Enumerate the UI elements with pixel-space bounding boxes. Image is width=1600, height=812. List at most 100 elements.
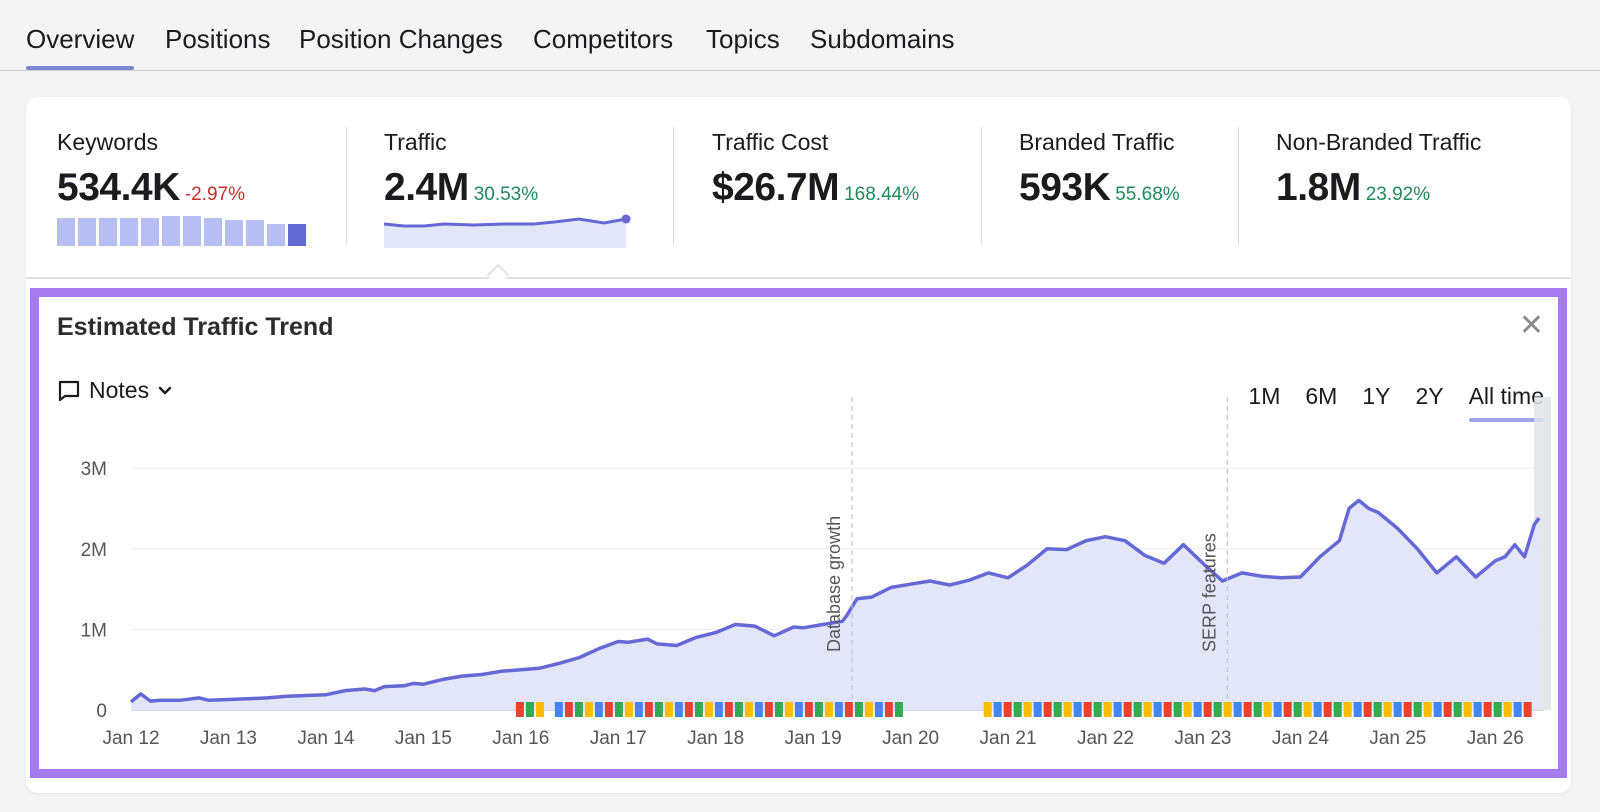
google-update-icon[interactable] [1113, 702, 1122, 717]
google-update-icon[interactable] [1443, 702, 1452, 717]
google-update-icon[interactable] [594, 702, 603, 717]
google-update-icon[interactable] [804, 702, 813, 717]
google-update-icon[interactable] [894, 702, 903, 717]
google-update-icon[interactable] [1243, 702, 1252, 717]
google-update-icon[interactable] [1033, 702, 1042, 717]
range-6m-button[interactable]: 6M [1305, 383, 1338, 409]
google-update-icon[interactable] [554, 702, 563, 717]
google-update-icon[interactable] [1453, 702, 1462, 717]
google-update-icon[interactable] [864, 702, 873, 717]
google-update-icon[interactable] [1133, 702, 1142, 717]
google-update-icon[interactable] [1013, 702, 1022, 717]
google-update-icon[interactable] [774, 702, 783, 717]
google-update-icon[interactable] [1373, 702, 1382, 717]
google-update-icon[interactable] [983, 702, 992, 717]
google-update-icon[interactable] [1483, 702, 1492, 717]
metric-keywords[interactable]: Keywords 534.4K -2.97% [57, 129, 309, 246]
google-update-icon[interactable] [1273, 702, 1282, 717]
google-update-icon[interactable] [1003, 702, 1012, 717]
google-update-icon[interactable] [1283, 702, 1292, 717]
google-update-icon[interactable] [1063, 702, 1072, 717]
google-update-icon[interactable] [1423, 702, 1432, 717]
google-update-icon[interactable] [564, 702, 573, 717]
google-update-icon[interactable] [574, 702, 583, 717]
google-update-icon[interactable] [535, 702, 544, 717]
google-update-icon[interactable] [1263, 702, 1272, 717]
google-update-icon[interactable] [654, 702, 663, 717]
tab-competitors[interactable]: Competitors [533, 24, 674, 54]
google-update-icon[interactable] [1163, 702, 1172, 717]
notes-button[interactable]: Notes [57, 377, 173, 404]
google-update-icon[interactable] [1223, 702, 1232, 717]
google-update-icon[interactable] [764, 702, 773, 717]
google-update-icon[interactable] [1303, 702, 1312, 717]
google-update-icon[interactable] [874, 702, 883, 717]
tab-overview[interactable]: Overview [26, 24, 135, 70]
google-update-icon[interactable] [784, 702, 793, 717]
google-update-icon[interactable] [1433, 702, 1442, 717]
tab-position-changes[interactable]: Position Changes [299, 24, 503, 54]
google-update-icon[interactable] [1253, 702, 1262, 717]
google-update-icon[interactable] [1463, 702, 1472, 717]
google-update-icon[interactable] [1083, 702, 1092, 717]
google-update-icon[interactable] [694, 702, 703, 717]
google-update-icon[interactable] [714, 702, 723, 717]
google-update-icon[interactable] [844, 702, 853, 717]
google-update-icon[interactable] [664, 702, 673, 717]
google-update-icon[interactable] [1393, 702, 1402, 717]
google-update-icon[interactable] [744, 702, 753, 717]
google-update-icon[interactable] [1343, 702, 1352, 717]
tab-positions[interactable]: Positions [165, 24, 271, 54]
google-update-icon[interactable] [634, 702, 643, 717]
metric-traffic[interactable]: Traffic 2.4M 30.53% [384, 129, 634, 248]
google-update-icon[interactable] [1213, 702, 1222, 717]
google-update-icon[interactable] [1363, 702, 1372, 717]
google-update-icon[interactable] [1043, 702, 1052, 717]
google-update-icon[interactable] [1523, 702, 1532, 717]
google-update-icon[interactable] [1323, 702, 1332, 717]
google-update-icon[interactable] [1383, 702, 1392, 717]
google-update-icon[interactable] [734, 702, 743, 717]
google-update-icon[interactable] [1203, 702, 1212, 717]
google-update-icon[interactable] [614, 702, 623, 717]
google-update-icon[interactable] [1183, 702, 1192, 717]
google-update-icon[interactable] [814, 702, 823, 717]
google-update-icon[interactable] [1503, 702, 1512, 717]
google-update-icon[interactable] [515, 702, 524, 717]
metric-branded-traffic[interactable]: Branded Traffic 593K 55.68% [1019, 129, 1180, 210]
google-update-icon[interactable] [1513, 702, 1522, 717]
close-icon[interactable]: ✕ [1518, 309, 1544, 342]
google-update-icon[interactable] [1173, 702, 1182, 717]
google-update-icon[interactable] [704, 702, 713, 717]
google-update-icon[interactable] [993, 702, 1002, 717]
range-2y-button[interactable]: 2Y [1415, 383, 1444, 409]
google-update-icon[interactable] [1353, 702, 1362, 717]
google-update-icon[interactable] [1493, 702, 1502, 717]
range-all-time-button[interactable]: All time [1468, 383, 1545, 422]
metric-traffic-cost[interactable]: Traffic Cost $26.7M 168.44% [712, 129, 919, 210]
google-update-icon[interactable] [724, 702, 733, 717]
google-update-icon[interactable] [854, 702, 863, 717]
google-update-icon[interactable] [1093, 702, 1102, 717]
google-update-icon[interactable] [754, 702, 763, 717]
range-1y-button[interactable]: 1Y [1362, 383, 1391, 409]
google-update-icon[interactable] [1073, 702, 1082, 717]
google-update-icon[interactable] [834, 702, 843, 717]
google-update-icon[interactable] [1143, 702, 1152, 717]
tab-topics[interactable]: Topics [706, 24, 780, 54]
google-update-icon[interactable] [884, 702, 893, 717]
google-update-icon[interactable] [1413, 702, 1422, 717]
google-update-icon[interactable] [624, 702, 633, 717]
tab-subdomains[interactable]: Subdomains [810, 24, 955, 54]
google-update-icon[interactable] [1473, 702, 1482, 717]
google-update-icon[interactable] [684, 702, 693, 717]
google-update-icon[interactable] [1103, 702, 1112, 717]
google-update-icon[interactable] [1193, 702, 1202, 717]
google-update-icon[interactable] [584, 702, 593, 717]
google-update-icon[interactable] [604, 702, 613, 717]
range-1m-button[interactable]: 1M [1248, 383, 1281, 409]
google-update-icon[interactable] [1123, 702, 1132, 717]
google-update-icon[interactable] [794, 702, 803, 717]
google-update-icon[interactable] [525, 702, 534, 717]
google-update-icon[interactable] [824, 702, 833, 717]
